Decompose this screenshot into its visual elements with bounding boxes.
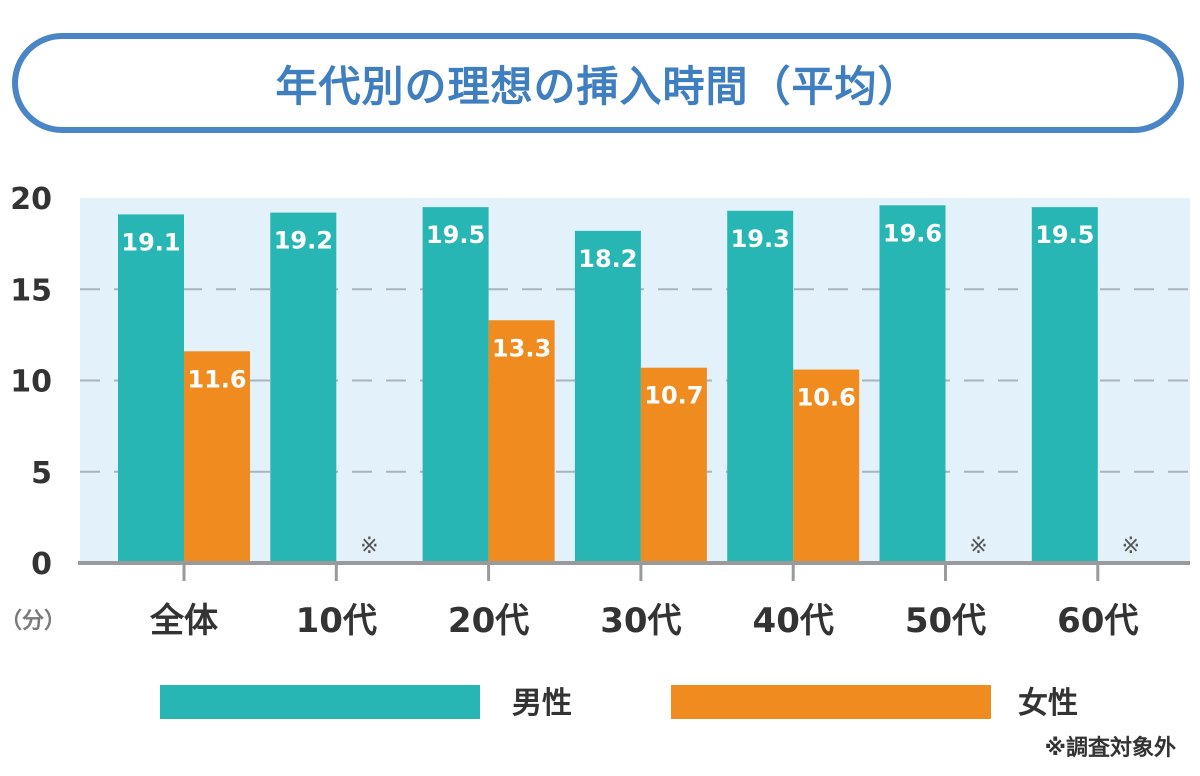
female-bar: [184, 351, 250, 563]
bar-value-label: 19.5: [1035, 221, 1094, 249]
y-tick-label: 20: [10, 182, 52, 217]
bars-group: 19.1 11.6 19.2 ※ 19.5 13.3 18.2 10.7 19.3 10.6 19.…: [118, 205, 1140, 564]
legend-swatch-female: [671, 685, 991, 719]
male-bar: [422, 207, 489, 563]
chart-title: 年代別の理想の挿入時間（平均）: [275, 61, 921, 111]
category-label: 40代: [753, 601, 834, 641]
bar-value-label: 19.2: [274, 227, 333, 255]
category-label: 30代: [600, 601, 681, 641]
bar-value-label: 18.2: [578, 245, 637, 273]
bar-value-label: 19.1: [121, 228, 180, 256]
bar-value-label: 19.3: [731, 225, 790, 253]
male-bar: [1031, 207, 1098, 563]
x-axis-ticks: [182, 563, 1100, 581]
category-label: 50代: [905, 601, 986, 641]
category-labels: 全体 10代 20代 30代 40代 50代 60代: [149, 601, 1138, 641]
footnote: ※調査対象外: [1045, 735, 1176, 761]
legend-label: 男性: [512, 686, 572, 721]
y-tick-label: 10: [10, 365, 52, 400]
y-tick-label: 5: [31, 456, 52, 491]
legend: 男性 女性: [160, 685, 1078, 721]
male-bar: [118, 214, 184, 564]
male-bar: [727, 210, 794, 563]
y-axis-ticks: 0 5 10 15 20: [10, 182, 52, 582]
bar-value-label: 10.6: [797, 384, 856, 412]
category-label: 20代: [448, 601, 529, 641]
female-bar: [488, 320, 555, 563]
not-surveyed-mark: ※: [969, 534, 987, 559]
not-surveyed-mark: ※: [1122, 534, 1140, 559]
bar-value-label: 11.6: [187, 365, 246, 393]
bar-value-label: 19.5: [426, 221, 485, 249]
category-label: 60代: [1057, 601, 1138, 641]
female-bar: [793, 369, 860, 563]
male-bar: [270, 212, 337, 563]
not-surveyed-mark: ※: [360, 534, 378, 559]
title-banner: 年代別の理想の挿入時間（平均）: [12, 33, 1184, 133]
legend-label: 女性: [1018, 686, 1078, 721]
bar-value-label: 19.6: [883, 219, 942, 247]
category-label: 全体: [149, 601, 218, 641]
female-bar: [640, 367, 707, 563]
legend-swatch-male: [160, 685, 480, 719]
y-axis-unit-label: （分）: [0, 609, 66, 634]
y-tick-label: 15: [10, 273, 52, 308]
category-label: 10代: [296, 601, 377, 641]
male-bar: [879, 205, 946, 564]
bar-value-label: 10.7: [644, 382, 703, 410]
bar-value-label: 13.3: [492, 334, 551, 362]
male-bar: [574, 230, 641, 563]
y-tick-label: 0: [31, 547, 52, 582]
